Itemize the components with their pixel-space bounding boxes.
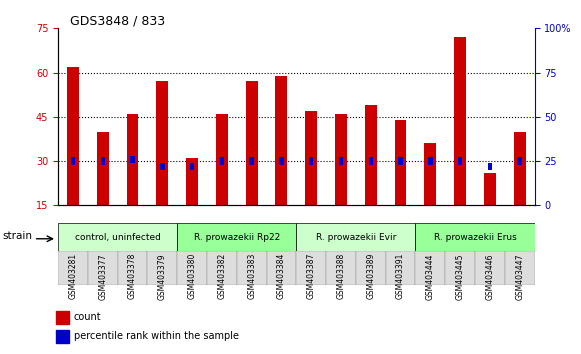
FancyBboxPatch shape (177, 223, 296, 251)
Bar (279, 158, 284, 165)
Bar (97, 132, 109, 205)
Bar (275, 75, 288, 205)
FancyBboxPatch shape (326, 251, 356, 285)
Text: GSM403382: GSM403382 (217, 253, 227, 299)
FancyBboxPatch shape (148, 251, 177, 285)
Bar (67, 67, 79, 205)
FancyBboxPatch shape (117, 251, 148, 285)
Bar (160, 163, 164, 170)
Text: GSM403445: GSM403445 (456, 253, 465, 299)
Bar (156, 81, 168, 205)
Text: R. prowazekii Rp22: R. prowazekii Rp22 (193, 233, 280, 242)
Bar (220, 158, 224, 165)
FancyBboxPatch shape (386, 251, 415, 285)
Bar (335, 114, 347, 205)
Text: GDS3848 / 833: GDS3848 / 833 (70, 14, 165, 27)
Text: count: count (74, 312, 101, 322)
Text: percentile rank within the sample: percentile rank within the sample (74, 331, 239, 341)
Bar (454, 37, 466, 205)
Bar (309, 158, 313, 165)
FancyBboxPatch shape (445, 251, 475, 285)
Bar (186, 158, 198, 205)
Bar (365, 105, 376, 205)
Text: R. prowazekii Erus: R. prowazekii Erus (433, 233, 517, 242)
Bar (56, 311, 69, 324)
Bar (484, 173, 496, 205)
Bar (130, 156, 135, 163)
Bar (394, 120, 407, 205)
Bar (71, 158, 75, 165)
Text: GSM403377: GSM403377 (98, 253, 107, 299)
Text: GSM403384: GSM403384 (277, 253, 286, 299)
Bar (514, 132, 526, 205)
Bar (127, 114, 138, 205)
Bar (339, 158, 343, 165)
Bar (246, 81, 257, 205)
Text: GSM403389: GSM403389 (366, 253, 375, 299)
Text: GSM403387: GSM403387 (307, 253, 315, 299)
FancyBboxPatch shape (207, 251, 237, 285)
Bar (458, 158, 462, 165)
FancyBboxPatch shape (177, 251, 207, 285)
Text: strain: strain (2, 230, 32, 241)
Text: GSM403380: GSM403380 (188, 253, 196, 299)
Bar (101, 158, 105, 165)
Text: GSM403447: GSM403447 (515, 253, 524, 299)
Bar (368, 158, 373, 165)
Bar (216, 114, 228, 205)
FancyBboxPatch shape (88, 251, 117, 285)
Bar (487, 163, 492, 170)
Text: GSM403383: GSM403383 (247, 253, 256, 299)
FancyBboxPatch shape (267, 251, 296, 285)
Bar (249, 158, 254, 165)
FancyBboxPatch shape (296, 223, 415, 251)
Text: GSM403281: GSM403281 (69, 253, 77, 299)
FancyBboxPatch shape (415, 223, 535, 251)
Bar (518, 158, 522, 165)
Text: GSM403444: GSM403444 (426, 253, 435, 299)
Text: R. prowazekii Evir: R. prowazekii Evir (315, 233, 396, 242)
Bar (424, 143, 436, 205)
FancyBboxPatch shape (237, 251, 267, 285)
FancyBboxPatch shape (475, 251, 505, 285)
Bar (56, 330, 69, 343)
Text: GSM403379: GSM403379 (158, 253, 167, 299)
Bar (428, 158, 432, 165)
FancyBboxPatch shape (356, 251, 386, 285)
FancyBboxPatch shape (296, 251, 326, 285)
Text: GSM403391: GSM403391 (396, 253, 405, 299)
Bar (305, 111, 317, 205)
Text: GSM403446: GSM403446 (485, 253, 494, 299)
FancyBboxPatch shape (415, 251, 445, 285)
FancyBboxPatch shape (58, 251, 88, 285)
Text: control, uninfected: control, uninfected (75, 233, 160, 242)
FancyBboxPatch shape (58, 223, 177, 251)
Bar (399, 158, 403, 165)
Bar (190, 163, 194, 170)
FancyBboxPatch shape (505, 251, 535, 285)
Text: GSM403378: GSM403378 (128, 253, 137, 299)
Text: GSM403388: GSM403388 (336, 253, 346, 299)
